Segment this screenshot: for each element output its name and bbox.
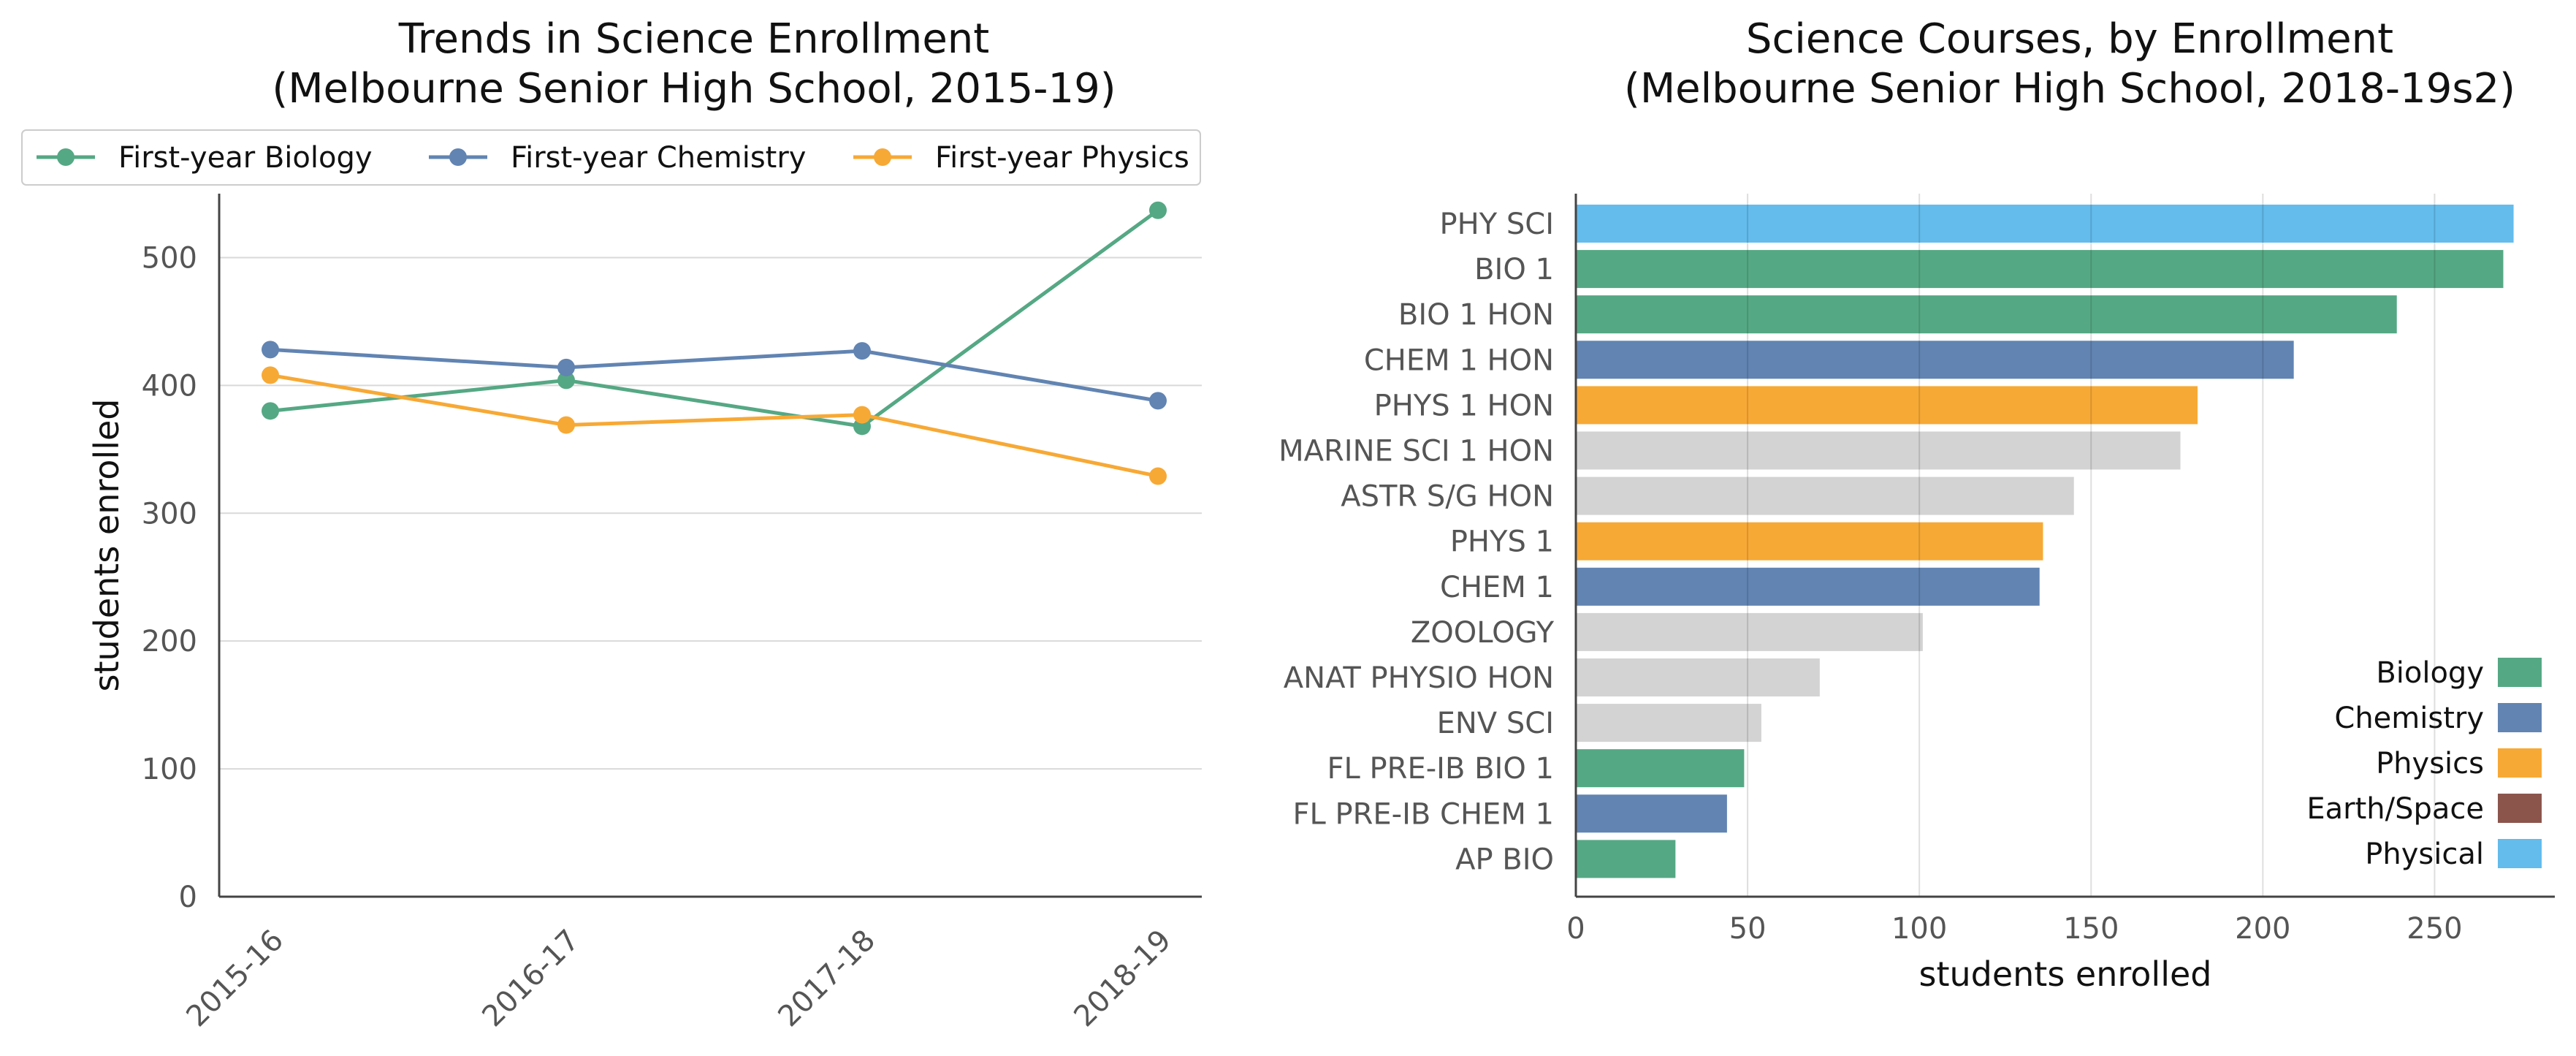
- bar-label: ASTR S/G HON: [1341, 480, 1554, 514]
- x-tick-label: 0: [1566, 912, 1585, 946]
- data-point: [853, 406, 871, 424]
- bar-label: MARINE SCI 1 HON: [1279, 435, 1554, 468]
- data-point: [557, 416, 575, 434]
- bar-label: AP BIO: [1455, 843, 1554, 876]
- bar: [1576, 205, 2514, 243]
- x-tick-label: 250: [2407, 912, 2462, 946]
- legend-swatch: [2498, 658, 2542, 687]
- data-point: [557, 371, 575, 390]
- y-tick-label: 100: [142, 753, 197, 786]
- legend-label: First-year Physics: [935, 141, 1189, 175]
- x-tick-label: 2015-16: [180, 924, 290, 1034]
- bar: [1576, 431, 2181, 470]
- data-point: [1149, 467, 1167, 485]
- series-line: [270, 208, 1159, 428]
- bar: [1576, 840, 1676, 878]
- data-point: [853, 342, 871, 360]
- series-line: [270, 347, 1159, 403]
- x-tick-label: 2018-19: [1067, 924, 1178, 1034]
- left-chart-title-line: Trends in Science Enrollment: [398, 15, 989, 63]
- right-chart-title-line: Science Courses, by Enrollment: [1746, 15, 2393, 63]
- legend-label: First-year Biology: [118, 141, 373, 175]
- legend-marker: [874, 148, 891, 166]
- bar-label: CHEM 1 HON: [1364, 343, 1554, 377]
- data-point: [262, 366, 279, 384]
- legend-label: Physics: [2376, 747, 2484, 780]
- bar: [1576, 250, 2504, 289]
- x-tick-label: 150: [2063, 912, 2119, 946]
- bar: [1576, 341, 2294, 379]
- bar: [1576, 658, 1820, 696]
- bar: [1576, 522, 2043, 561]
- bar-label: ANAT PHYSIO HON: [1284, 661, 1554, 695]
- data-point: [262, 402, 279, 420]
- x-tick-label: 50: [1729, 912, 1767, 946]
- bar-label: FL PRE-IB CHEM 1: [1292, 797, 1554, 831]
- bar-label: BIO 1 HON: [1398, 298, 1554, 332]
- legend-label: Biology: [2376, 656, 2484, 690]
- y-axis-label: students enrolled: [87, 399, 126, 692]
- bar-label: PHYS 1: [1450, 525, 1554, 559]
- data-point: [557, 358, 575, 376]
- bar-label: PHYS 1 HON: [1374, 389, 1554, 422]
- y-tick-label: 500: [142, 241, 197, 275]
- bar: [1576, 567, 2040, 606]
- bar-label: PHY SCI: [1440, 208, 1554, 241]
- y-tick-label: 0: [179, 881, 197, 914]
- left-chart-title-line: (Melbourne Senior High School, 2015-19): [272, 65, 1116, 113]
- bar: [1576, 749, 1745, 788]
- legend-swatch: [2498, 839, 2542, 868]
- right-chart-title-line: (Melbourne Senior High School, 2018-19s2…: [1624, 65, 2515, 113]
- bar: [1576, 295, 2397, 334]
- x-axis-label: students enrolled: [1919, 954, 2212, 994]
- bar: [1576, 386, 2198, 425]
- data-point: [1149, 201, 1167, 219]
- bar-label: BIO 1: [1474, 253, 1554, 286]
- bar: [1576, 476, 2074, 515]
- legend-swatch: [2498, 703, 2542, 732]
- legend-swatch: [2498, 748, 2542, 778]
- x-tick-label: 100: [1891, 912, 1947, 946]
- legend-label: First-year Chemistry: [511, 141, 806, 175]
- legend-label: Earth/Space: [2306, 792, 2484, 826]
- x-tick-label: 2016-17: [476, 924, 586, 1034]
- series-line: [270, 373, 1159, 478]
- data-point: [262, 341, 279, 359]
- bar: [1576, 704, 1761, 742]
- y-tick-label: 200: [142, 625, 197, 658]
- bar-label: ZOOLOGY: [1411, 616, 1555, 650]
- legend-box: [21, 129, 1201, 186]
- legend-label: Chemistry: [2334, 702, 2484, 735]
- legend-swatch: [2498, 794, 2542, 823]
- bar-label: FL PRE-IB BIO 1: [1327, 752, 1554, 786]
- bar-label: CHEM 1: [1440, 571, 1554, 604]
- y-tick-label: 400: [142, 369, 197, 403]
- x-tick-label: 2017-18: [771, 924, 882, 1034]
- legend-marker: [57, 148, 75, 166]
- x-tick-label: 200: [2235, 912, 2290, 946]
- y-tick-label: 300: [142, 497, 197, 531]
- bar: [1576, 794, 1727, 833]
- bar-label: ENV SCI: [1437, 707, 1554, 740]
- legend-marker: [449, 148, 467, 166]
- data-point: [1149, 392, 1167, 410]
- legend-label: Physical: [2365, 837, 2484, 871]
- bar: [1576, 612, 1923, 651]
